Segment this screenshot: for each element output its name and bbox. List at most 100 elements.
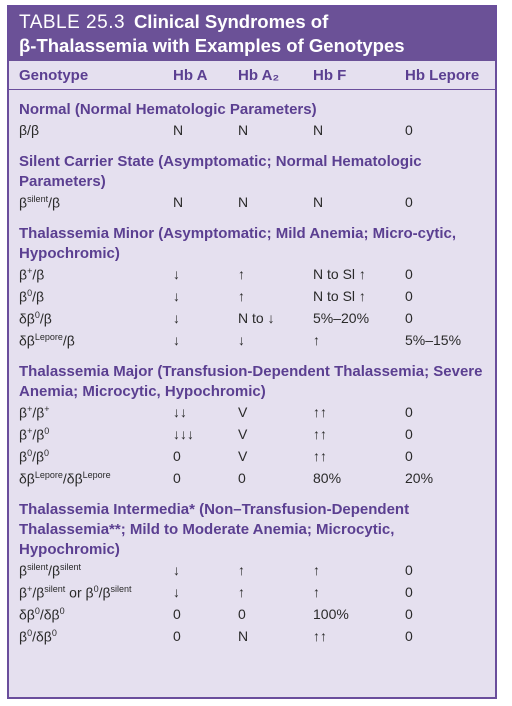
table-row: βsilent/β N N N 0 xyxy=(9,192,495,214)
value-cell: 0 xyxy=(405,194,413,210)
value-cell: N xyxy=(238,194,249,210)
genotype-cell: β0/β xyxy=(19,288,45,305)
value-cell: ↑↑ xyxy=(313,628,327,644)
value-cell: 20% xyxy=(405,470,434,486)
genotype-cell: δβ0/δβ0 xyxy=(19,606,65,623)
column-header-hb-a: Hb A xyxy=(173,67,208,84)
column-header-row: Genotype Hb A Hb A₂ Hb F Hb Lepore xyxy=(9,61,495,90)
table-panel: TABLE 25.3 Clinical Syndromes of β-Thala… xyxy=(7,5,497,699)
value-cell: 0 xyxy=(405,448,413,464)
section-spacer xyxy=(9,490,495,500)
genotype-cell: β+/β+ xyxy=(19,404,50,421)
value-cell: ↓ xyxy=(238,332,245,348)
value-cell: 0 xyxy=(405,562,413,578)
value-cell: N to Sl ↑ xyxy=(313,266,366,282)
table-row: β+/βsilent or β0/βsilent ↓ ↑ ↑ 0 xyxy=(9,582,495,604)
section-heading: Normal (Normal Hematologic Parameters) xyxy=(19,101,317,118)
value-cell: N xyxy=(238,628,249,644)
value-cell: ↓ xyxy=(173,310,180,326)
value-cell: 0 xyxy=(405,122,413,138)
value-cell: ↑ xyxy=(238,266,245,282)
table-row: β+/β0 ↓↓↓ V ↑↑ 0 xyxy=(9,424,495,446)
genotype-cell: βsilent/β xyxy=(19,194,61,211)
genotype-cell: β0/δβ0 xyxy=(19,628,57,645)
value-cell: ↑ xyxy=(313,562,320,578)
value-cell: N to ↓ xyxy=(238,310,275,326)
value-cell: ↑ xyxy=(238,288,245,304)
genotype-cell: β/β xyxy=(19,122,39,138)
table-row: β/β N N N 0 xyxy=(9,120,495,142)
value-cell: ↓↓↓ xyxy=(173,426,194,442)
value-cell: ↑↑ xyxy=(313,448,327,464)
genotype-cell: β0/β0 xyxy=(19,448,50,465)
value-cell: 0 xyxy=(405,606,413,622)
genotype-cell: β+/β xyxy=(19,266,45,283)
value-cell: ↑ xyxy=(313,584,320,600)
table-row: β+/β ↓ ↑ N to Sl ↑ 0 xyxy=(9,264,495,286)
value-cell: ↓ xyxy=(173,288,180,304)
value-cell: ↓ xyxy=(173,584,180,600)
value-cell: ↑ xyxy=(238,584,245,600)
value-cell: 0 xyxy=(238,470,246,486)
table-row: δβ0/δβ0 0 0 100% 0 xyxy=(9,604,495,626)
column-header-hb-f: Hb F xyxy=(313,67,347,84)
genotype-cell: δβLepore/δβLepore xyxy=(19,470,111,487)
value-cell: 0 xyxy=(173,628,181,644)
value-cell: ↓ xyxy=(173,562,180,578)
table-row: δβLepore/β ↓ ↓ ↑ 5%–15% xyxy=(9,330,495,352)
section-spacer xyxy=(9,352,495,362)
table-title: TABLE 25.3 Clinical Syndromes of β-Thala… xyxy=(9,7,495,61)
value-cell: 0 xyxy=(405,310,413,326)
table-row: β0/β ↓ ↑ N to Sl ↑ 0 xyxy=(9,286,495,308)
value-cell: N xyxy=(313,194,324,210)
section-spacer xyxy=(9,90,495,100)
table-title-line2: β-Thalassemia with Examples of Genotypes xyxy=(19,35,405,56)
table-row: δβ0/β ↓ N to ↓ 5%–20% 0 xyxy=(9,308,495,330)
value-cell: ↑ xyxy=(238,562,245,578)
section-heading: Thalassemia Intermedia* (Non–Transfusion… xyxy=(19,501,410,558)
value-cell: V xyxy=(238,404,248,420)
value-cell: V xyxy=(238,448,248,464)
value-cell: 80% xyxy=(313,470,342,486)
table-row: β0/β0 0 V ↑↑ 0 xyxy=(9,446,495,468)
section-heading: Thalassemia Major (Transfusion-Dependent… xyxy=(19,363,483,400)
section-spacer xyxy=(9,142,495,152)
value-cell: N to Sl ↑ xyxy=(313,288,366,304)
value-cell: 0 xyxy=(405,628,413,644)
genotype-cell: δβ0/β xyxy=(19,310,52,327)
table-row: β+/β+ ↓↓ V ↑↑ 0 xyxy=(9,402,495,424)
value-cell: N xyxy=(238,122,249,138)
value-cell: 0 xyxy=(405,266,413,282)
column-header-hb-a2: Hb A₂ xyxy=(238,67,280,84)
value-cell: 0 xyxy=(173,606,181,622)
table-number: TABLE 25.3 xyxy=(19,12,126,33)
column-header-hb-lepore: Hb Lepore xyxy=(405,67,480,84)
value-cell: N xyxy=(173,194,184,210)
value-cell: 0 xyxy=(405,584,413,600)
table-row: β0/δβ0 0 N ↑↑ 0 xyxy=(9,626,495,648)
value-cell: 0 xyxy=(173,470,181,486)
value-cell: 0 xyxy=(405,426,413,442)
section-heading: Silent Carrier State (Asymptomatic; Norm… xyxy=(19,153,422,190)
value-cell: ↑↑ xyxy=(313,404,327,420)
value-cell: ↓ xyxy=(173,332,180,348)
value-cell: ↑ xyxy=(313,332,320,348)
section-spacer xyxy=(9,214,495,224)
table-title-line1: Clinical Syndromes of xyxy=(133,11,329,32)
value-cell: N xyxy=(173,122,184,138)
value-cell: ↓↓ xyxy=(173,404,187,420)
table-row: βsilent/βsilent ↓ ↑ ↑ 0 xyxy=(9,560,495,582)
value-cell: ↓ xyxy=(173,266,180,282)
genotype-cell: β+/β0 xyxy=(19,426,50,443)
table-row: δβLepore/δβLepore 0 0 80% 20% xyxy=(9,468,495,490)
genotype-cell: β+/βsilent or β0/βsilent xyxy=(19,584,132,601)
section-heading: Thalassemia Minor (Asymptomatic; Mild An… xyxy=(19,225,457,262)
value-cell: 5%–15% xyxy=(405,332,462,348)
value-cell: 0 xyxy=(238,606,246,622)
value-cell: 0 xyxy=(173,448,181,464)
value-cell: 0 xyxy=(405,404,413,420)
genotype-cell: βsilent/βsilent xyxy=(19,562,82,579)
table-body: Normal (Normal Hematologic Parameters) β/… xyxy=(9,90,495,648)
genotype-cell: δβLepore/β xyxy=(19,332,75,349)
value-cell: ↑↑ xyxy=(313,426,327,442)
